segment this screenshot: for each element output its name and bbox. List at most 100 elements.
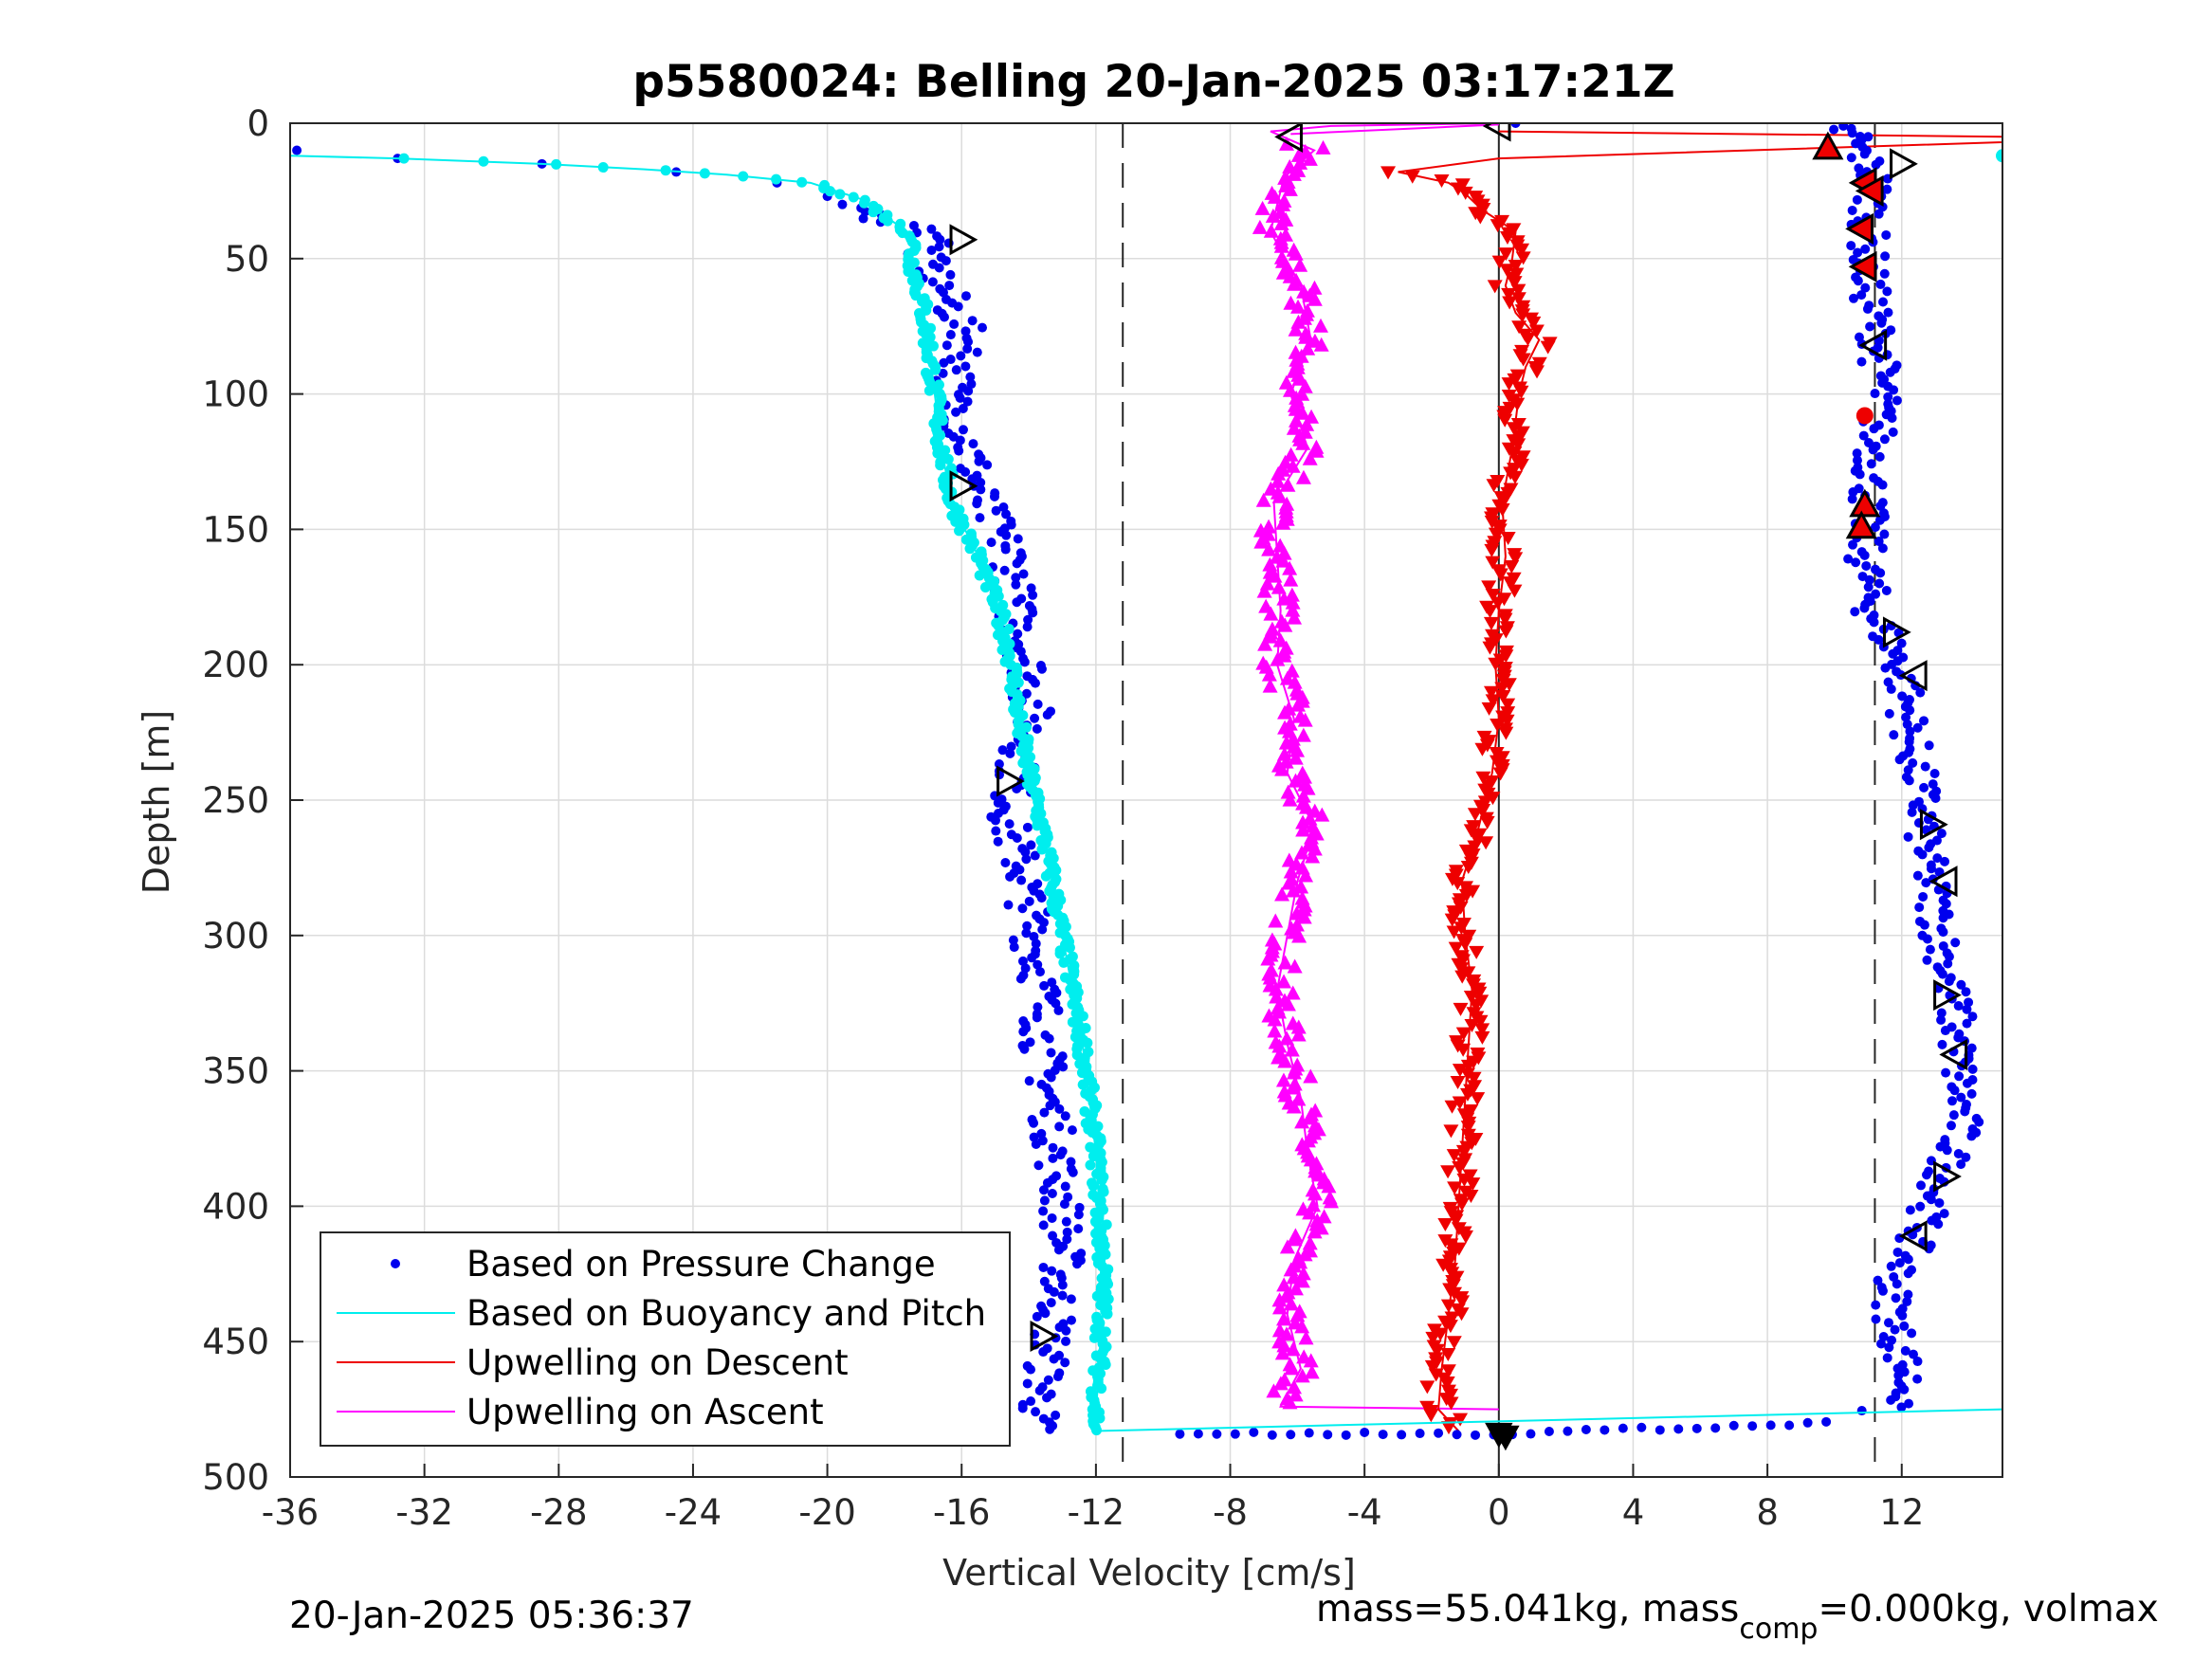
- pressure-change-point: [1922, 955, 1932, 965]
- ascent-upwelling-point: [1288, 246, 1304, 261]
- ascent-upwelling-point: [1291, 371, 1307, 386]
- pressure-change-point: [1066, 1315, 1076, 1325]
- legend-label-descent: Upwelling on Descent: [466, 1342, 849, 1383]
- descent-upwelling-point: [1491, 255, 1508, 269]
- ascent-upwelling-point: [1294, 1273, 1310, 1288]
- pressure-change-point: [1940, 1026, 1950, 1036]
- pressure-change-point: [837, 199, 848, 210]
- pressure-change-point: [1874, 634, 1884, 645]
- pressure-change-point: [1870, 522, 1880, 533]
- ascent-upwelling-point: [1275, 553, 1291, 568]
- pressure-change-point: [1903, 1268, 1913, 1279]
- descent-upwelling-point: [1488, 527, 1504, 541]
- pressure-change-point: [1038, 1220, 1049, 1231]
- ascent-upwelling-point: [1295, 814, 1311, 830]
- descent-upwelling-point: [1513, 458, 1529, 472]
- ascent-upwelling-point: [1272, 632, 1289, 647]
- descent-upwelling-point: [1481, 580, 1497, 594]
- legend-label-buoyancy: Based on Buoyancy and Pitch: [466, 1293, 986, 1334]
- pressure-change-point: [1883, 392, 1893, 402]
- pressure-change-point: [1030, 850, 1040, 861]
- descent-upwelling-point: [1500, 531, 1516, 545]
- pressure-change-point: [1937, 969, 1947, 979]
- pressure-change-point: [1802, 1417, 1813, 1428]
- descent-upwelling-point: [1506, 422, 1522, 436]
- descent-upwelling-point: [1499, 714, 1515, 728]
- pressure-change-point: [1848, 539, 1858, 550]
- pressure-change-point: [1881, 585, 1892, 595]
- pressure-change-point: [1012, 597, 1022, 608]
- buoyancy-pitch-line: [1095, 1408, 2002, 1432]
- descent-upwelling-point: [1424, 1359, 1440, 1374]
- pressure-change-point: [1953, 1001, 1964, 1012]
- descent-upwelling-point: [1472, 986, 1488, 1000]
- pressure-change-point: [1851, 557, 1861, 568]
- descent-upwelling-point: [1443, 1396, 1459, 1411]
- buoyancy-pitch-point: [930, 364, 941, 375]
- pressure-change-point: [1878, 297, 1889, 307]
- pressure-change-point: [1908, 757, 1918, 768]
- pressure-change-point: [1047, 1212, 1057, 1223]
- descent-upwelling-point: [1529, 365, 1545, 379]
- descent-upwelling-point: [1501, 678, 1517, 692]
- legend-label-pressure: Based on Pressure Change: [466, 1244, 936, 1285]
- buoyancy-pitch-point: [824, 186, 835, 197]
- pressure-change-point: [1919, 716, 1929, 726]
- pressure-change-point: [1924, 740, 1934, 751]
- pressure-change-point: [1919, 920, 1929, 930]
- surface-marker-triangle: [1482, 123, 1511, 142]
- descent-upwelling-point: [1485, 694, 1501, 708]
- pressure-change-point: [1864, 574, 1874, 585]
- descent-upwelling-point: [1453, 901, 1469, 915]
- ascent-upwelling-point: [1302, 1235, 1318, 1250]
- x-tick-label: 8: [1756, 1492, 1779, 1533]
- pressure-change-point: [1015, 974, 1026, 984]
- pressure-change-point: [1049, 1286, 1059, 1297]
- pressure-change-point: [1046, 1072, 1056, 1083]
- descent-upwelling-point: [1484, 515, 1500, 529]
- pressure-change-point: [1054, 1103, 1065, 1114]
- pressure-change-point: [1691, 1423, 1702, 1433]
- pressure-change-point: [945, 330, 956, 340]
- data-marks: [290, 123, 2002, 1451]
- pressure-change-point: [982, 460, 993, 470]
- pressure-change-point: [1905, 705, 1915, 716]
- ascent-upwelling-point: [1273, 238, 1289, 253]
- ascent-upwelling-point: [1290, 147, 1307, 162]
- ascent-upwelling-point: [1287, 674, 1303, 689]
- buoyancy-pitch-point: [1996, 149, 2002, 163]
- pressure-change-point: [1029, 1118, 1039, 1128]
- pressure-change-point: [1856, 356, 1867, 367]
- pressure-change-point: [1879, 434, 1890, 445]
- ascent-upwelling-point: [1268, 913, 1284, 928]
- ascent-upwelling-point: [1280, 996, 1296, 1012]
- pressure-change-point: [1962, 1078, 1972, 1088]
- pressure-change-point: [954, 446, 964, 456]
- ascent-upwelling-point: [1286, 1099, 1302, 1114]
- descent-upwelling-point: [1423, 1409, 1439, 1423]
- descent-upwelling-point: [1446, 1336, 1462, 1350]
- ascent-upwelling-point: [1298, 799, 1314, 814]
- pressure-change-point: [972, 347, 982, 357]
- pressure-change-point: [1905, 1205, 1915, 1215]
- pressure-change-point: [926, 224, 937, 234]
- ascent-upwelling-point: [1271, 1038, 1288, 1053]
- ascent-upwelling-point: [1286, 166, 1302, 181]
- ascent-upwelling-point: [1295, 1266, 1311, 1281]
- descent-upwelling-point: [1487, 280, 1503, 294]
- ascent-upwelling-point: [1267, 568, 1283, 583]
- pressure-change-point: [1858, 430, 1869, 441]
- pressure-change-point: [1937, 1039, 1947, 1049]
- pressure-change-point: [1030, 678, 1040, 688]
- ascent-upwelling-point: [1282, 1395, 1298, 1410]
- footer-mass-tail: =0.000kg, volmax: [1818, 1588, 2158, 1631]
- descent-upwelling-point: [1479, 815, 1495, 830]
- buoyancy-pitch-point: [858, 197, 869, 209]
- descent-upwelling-point: [1501, 377, 1517, 392]
- ascent-upwelling-point: [1288, 1387, 1304, 1402]
- pressure-change-point: [1897, 691, 1908, 702]
- ascent-upwelling-point: [1313, 337, 1329, 352]
- ascent-upwelling-point: [1292, 257, 1308, 272]
- x-tick-label: -12: [1068, 1492, 1124, 1533]
- pressure-change-point: [1847, 128, 1857, 138]
